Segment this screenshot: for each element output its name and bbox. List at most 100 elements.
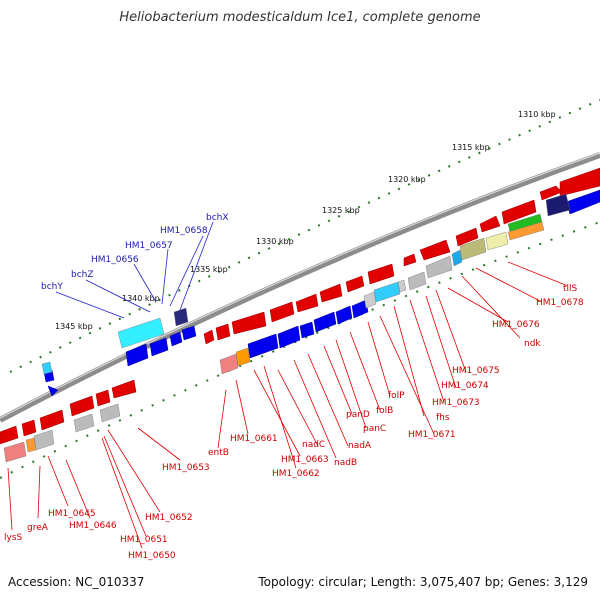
gene-arrow bbox=[559, 167, 600, 197]
gene-label-folP: folP bbox=[388, 391, 405, 401]
gene-label-HM1_0646: HM1_0646 bbox=[69, 521, 117, 531]
gene-arrow bbox=[169, 331, 183, 347]
gene-arrow bbox=[215, 323, 231, 341]
gene-label-fhs: fhs bbox=[436, 413, 450, 423]
gene-arrow bbox=[565, 189, 600, 215]
gene-label-HM1_0657: HM1_0657 bbox=[125, 241, 173, 251]
gene-arrow bbox=[539, 185, 563, 201]
genome-summary-text: Topology: circular; Length: 3,075,407 bp… bbox=[258, 575, 588, 589]
upper-label-connectors bbox=[55, 221, 214, 319]
gene-label-nadC: nadC bbox=[302, 440, 325, 450]
gene-box bbox=[235, 347, 251, 367]
gene-box bbox=[425, 255, 453, 279]
gene-label-HM1_0663: HM1_0663 bbox=[281, 455, 329, 465]
gene-label-HM1_0675: HM1_0675 bbox=[452, 366, 500, 376]
gene-label-HM1_0656: HM1_0656 bbox=[91, 255, 139, 265]
gene-arrow bbox=[313, 311, 337, 333]
accession-text: Accession: NC_010337 bbox=[8, 575, 145, 589]
kbp-label-1325: 1325 kbp bbox=[322, 206, 360, 215]
gene-label-HM1_0662: HM1_0662 bbox=[272, 469, 320, 479]
gene-box bbox=[99, 403, 121, 423]
minus-strand-genes bbox=[43, 189, 600, 397]
gene-box bbox=[545, 193, 571, 217]
kbp-label-1320: 1320 kbp bbox=[388, 175, 426, 184]
gene-arrow bbox=[21, 419, 37, 437]
gene-label-lysS: lysS bbox=[4, 533, 23, 543]
gene-label-panC: panC bbox=[363, 424, 386, 434]
gene-arrow bbox=[335, 305, 353, 325]
gene-label-HM1_0651: HM1_0651 bbox=[120, 535, 168, 545]
gene-box bbox=[397, 279, 407, 293]
gene-box bbox=[485, 231, 509, 251]
gene-box bbox=[459, 237, 487, 261]
gene-label-HM1_0678: HM1_0678 bbox=[536, 298, 584, 308]
inner-tick-track bbox=[0, 221, 600, 479]
gene-arrow bbox=[39, 409, 65, 431]
gene-arrow bbox=[231, 311, 267, 335]
gene-label-nadB: nadB bbox=[334, 458, 357, 468]
gene-arrow bbox=[319, 283, 343, 303]
gene-arrow bbox=[269, 301, 295, 323]
gene-arrow bbox=[47, 385, 59, 397]
gene-box bbox=[33, 429, 55, 451]
gene-arrow bbox=[181, 325, 197, 341]
gene-arrow bbox=[351, 299, 369, 319]
kbp-label-1345: 1345 kbp bbox=[55, 322, 93, 331]
gene-box bbox=[219, 353, 239, 375]
gene-box bbox=[407, 271, 427, 291]
gene-box bbox=[451, 249, 463, 267]
gene-label-HM1_0676: HM1_0676 bbox=[492, 320, 540, 330]
gene-box bbox=[3, 441, 27, 463]
kbp-label-1315: 1315 kbp bbox=[452, 143, 490, 152]
gene-label-bchX: bchX bbox=[206, 213, 229, 223]
gene-arrow bbox=[247, 333, 279, 359]
gene-box bbox=[363, 291, 377, 309]
gene-box bbox=[507, 221, 545, 241]
gene-arrow bbox=[149, 337, 169, 357]
gene-label-HM1_0653: HM1_0653 bbox=[162, 463, 210, 473]
gene-arrow bbox=[345, 275, 365, 293]
gene-arrow bbox=[501, 199, 537, 225]
kbp-label-1335: 1335 kbp bbox=[190, 265, 228, 274]
gene-arrow bbox=[403, 253, 417, 267]
gene-label-nadA: nadA bbox=[348, 441, 372, 451]
genome-backbone bbox=[0, 152, 600, 423]
map-title: Heliobacterium modesticaldum Ice1, compl… bbox=[119, 10, 481, 25]
gene-arrow bbox=[367, 263, 395, 285]
gene-label-greA: greA bbox=[27, 523, 49, 533]
kbp-label-1310: 1310 kbp bbox=[518, 110, 556, 119]
gene-label-HM1_0650: HM1_0650 bbox=[128, 551, 176, 561]
gene-arrow bbox=[69, 395, 95, 417]
gene-arrow bbox=[455, 227, 479, 247]
gene-arrow bbox=[111, 379, 137, 399]
gene-label-tilS: tilS bbox=[563, 284, 578, 294]
gene-label-bchZ: bchZ bbox=[71, 270, 94, 280]
gene-label-panD: panD bbox=[346, 410, 370, 420]
gene-box bbox=[41, 361, 53, 375]
gene-label-HM1_0674: HM1_0674 bbox=[441, 381, 489, 391]
other-genes bbox=[3, 193, 571, 463]
gene-label-HM1_0652: HM1_0652 bbox=[145, 513, 193, 523]
genome-backbone-highlight bbox=[0, 152, 600, 419]
gene-arrow bbox=[295, 293, 319, 313]
gene-label-HM1_0673: HM1_0673 bbox=[432, 398, 480, 408]
lower-label-connectors bbox=[7, 261, 569, 549]
plus-strand-genes bbox=[0, 167, 600, 445]
gene-box bbox=[173, 307, 189, 327]
gene-label-bchY: bchY bbox=[41, 282, 63, 292]
gene-box bbox=[117, 317, 165, 349]
gene-box bbox=[25, 437, 37, 453]
gene-arrow bbox=[277, 325, 301, 349]
gene-arrow bbox=[419, 239, 451, 261]
gene-arrow bbox=[125, 343, 149, 367]
kbp-label-1340: 1340 kbp bbox=[122, 294, 160, 303]
gene-label-HM1_0671: HM1_0671 bbox=[408, 430, 456, 440]
gene-label-HM1_0658: HM1_0658 bbox=[160, 226, 208, 236]
gene-box bbox=[73, 413, 95, 433]
kbp-label-1330: 1330 kbp bbox=[256, 237, 294, 246]
gene-arrow bbox=[203, 329, 215, 345]
gene-arrow bbox=[479, 215, 501, 233]
gene-label-HM1_0661: HM1_0661 bbox=[230, 434, 278, 444]
gene-label-entB: entB bbox=[208, 448, 229, 458]
